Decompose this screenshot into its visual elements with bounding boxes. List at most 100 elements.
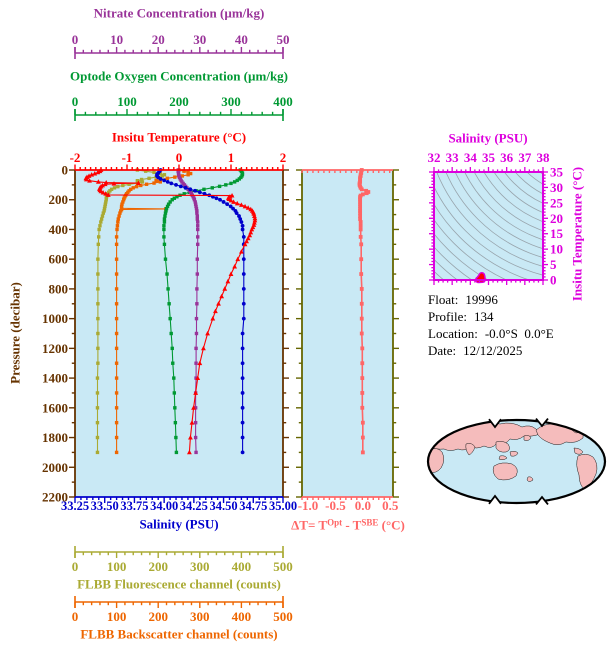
tick-label: 800	[49, 281, 69, 296]
location-value: -0.0°S 0.0°E	[484, 326, 554, 341]
tick-label: 20	[550, 211, 563, 226]
backscatter-axis: 0 100 200 300 400 500	[72, 596, 293, 624]
tick-label: 400	[232, 559, 252, 574]
profile-label: Profile:	[428, 309, 467, 324]
tick-label: 38	[537, 150, 551, 165]
tick-label: 20	[152, 32, 165, 47]
fluorescence-axis-title: FLBB Fluorescence channel (counts)	[77, 576, 281, 592]
world-map	[426, 418, 607, 505]
tick-label: 37	[518, 150, 532, 165]
flbb-fluorescence-series	[95, 168, 167, 455]
tick-label: 34.25	[180, 499, 208, 513]
float-label: Float:	[428, 292, 459, 307]
tick-label: 1400	[42, 371, 68, 386]
tick-label: 1800	[42, 430, 68, 445]
tick-label: 500	[273, 559, 293, 574]
tick-label: 400	[273, 94, 293, 109]
tick-label: 0	[72, 94, 79, 109]
tick-label: 100	[107, 559, 127, 574]
tick-label: 0	[72, 32, 79, 47]
backscatter-axis-title: FLBB Backscatter channel (counts)	[80, 626, 278, 642]
oxygen-axis-title: Optode Oxygen Concentration (µm/kg)	[69, 68, 289, 84]
ts-temperature-title: Insitu Temperature (°C)	[569, 166, 585, 302]
tick-label: 2	[280, 150, 287, 165]
tick-label: 5	[550, 257, 557, 272]
delta-t-title-part: ΔT= T	[291, 517, 328, 533]
float-info-row: Float: 19996	[428, 291, 554, 308]
main-profile-plot	[75, 167, 283, 497]
ts-salinity-title: Salinity (PSU)	[448, 130, 528, 146]
profile-value: 134	[474, 309, 494, 324]
delta-t-title-part: - T	[342, 517, 362, 533]
tick-label: 0	[176, 150, 183, 165]
tick-label: 300	[221, 94, 241, 109]
map-outline	[426, 418, 607, 505]
tick-label: 32	[428, 150, 441, 165]
float-info-block: Float: 19996 Profile: 134 Location: -0.0°S …	[428, 291, 554, 359]
tick-label: 2200	[42, 490, 68, 505]
tick-label: 33.75	[120, 499, 148, 513]
tick-label: 1600	[42, 400, 68, 415]
tick-label: 30	[550, 180, 563, 195]
tick-label: 200	[148, 609, 168, 624]
tick-label: 40	[235, 32, 248, 47]
delta-t-title-part: (°C)	[378, 517, 405, 533]
float-value: 19996	[465, 292, 498, 307]
main-plot-frame: 0 200 400 600 800 1000 1200 1400 1600 1800 2000 220…	[42, 150, 297, 513]
nitrate-axis-title: Nitrate Concentration (µm/kg)	[93, 5, 265, 21]
delta-t-axis-title: ΔT= TOpt - TSBE (°C)	[291, 517, 405, 532]
tick-label: 0	[550, 273, 557, 288]
tick-label: 36	[500, 150, 514, 165]
tick-label: 35	[550, 165, 564, 180]
tick-label: 200	[148, 559, 168, 574]
tick-label: 600	[49, 252, 69, 267]
tick-label: 34.00	[150, 499, 178, 513]
tick-label: 1200	[42, 341, 68, 356]
delta-t-title-sup: Opt	[327, 517, 343, 528]
tick-label: 34.75	[239, 499, 267, 513]
tick-label: 33.50	[91, 499, 119, 513]
tick-label: 400	[232, 609, 252, 624]
location-info-row: Location: -0.0°S 0.0°E	[428, 325, 554, 342]
fluorescence-axis: 0 100 200 300 400 500	[72, 546, 293, 574]
tick-label: 30	[193, 32, 206, 47]
salinity-axis-title: Salinity (PSU)	[139, 516, 219, 532]
tick-label: 50	[277, 32, 290, 47]
tick-label: 0	[62, 163, 69, 178]
temperature-axis-title: Insitu Temperature (°C)	[111, 129, 247, 145]
tick-label: 0.0	[355, 498, 371, 513]
tick-label: -0.5	[325, 498, 346, 513]
tick-label: -1.0	[298, 498, 319, 513]
pressure-axis-title: Pressure (decibar)	[7, 282, 23, 384]
tick-label: 1	[228, 150, 235, 165]
tick-label: 500	[273, 609, 293, 624]
tick-label: 35	[482, 150, 496, 165]
tick-label: -2	[70, 150, 81, 165]
date-label: Date:	[428, 343, 457, 358]
date-value: 12/12/2025	[463, 343, 523, 358]
delta-t-series	[357, 168, 371, 455]
tick-label: 33.25	[61, 499, 89, 513]
tick-label: 200	[49, 192, 69, 207]
tick-label: 300	[190, 609, 210, 624]
oxygen-axis: 0 100 200 300 400	[72, 94, 293, 121]
tick-label: 0	[72, 609, 79, 624]
tick-label: 34	[464, 150, 478, 165]
tick-label: 1000	[42, 311, 68, 326]
tick-label: 300	[190, 559, 210, 574]
nitrate-axis: 0 10 20 30 40 50	[72, 32, 290, 59]
tick-label: 100	[117, 94, 137, 109]
flbb-backscatter-series	[114, 168, 193, 455]
tick-label: 34.50	[210, 499, 238, 513]
delta-t-title-sup: SBE	[361, 517, 379, 528]
tick-label: 200	[169, 94, 189, 109]
tick-label: 35.00	[269, 499, 297, 513]
tick-label: 10	[110, 32, 123, 47]
tick-label: 10	[550, 242, 563, 257]
tick-label: 0	[72, 559, 79, 574]
tick-label: 2000	[42, 460, 68, 475]
tick-label: 15	[550, 226, 564, 241]
tick-label: 33	[446, 150, 460, 165]
